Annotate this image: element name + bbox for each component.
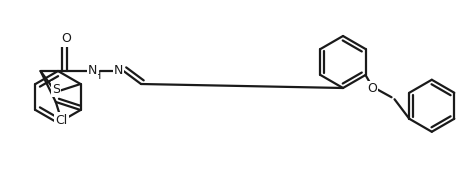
Text: H: H xyxy=(93,71,102,81)
Text: Cl: Cl xyxy=(56,114,68,126)
Text: S: S xyxy=(52,82,60,96)
Text: O: O xyxy=(61,32,71,46)
Text: N: N xyxy=(114,64,123,78)
Text: O: O xyxy=(367,82,377,95)
Text: N: N xyxy=(88,64,97,78)
